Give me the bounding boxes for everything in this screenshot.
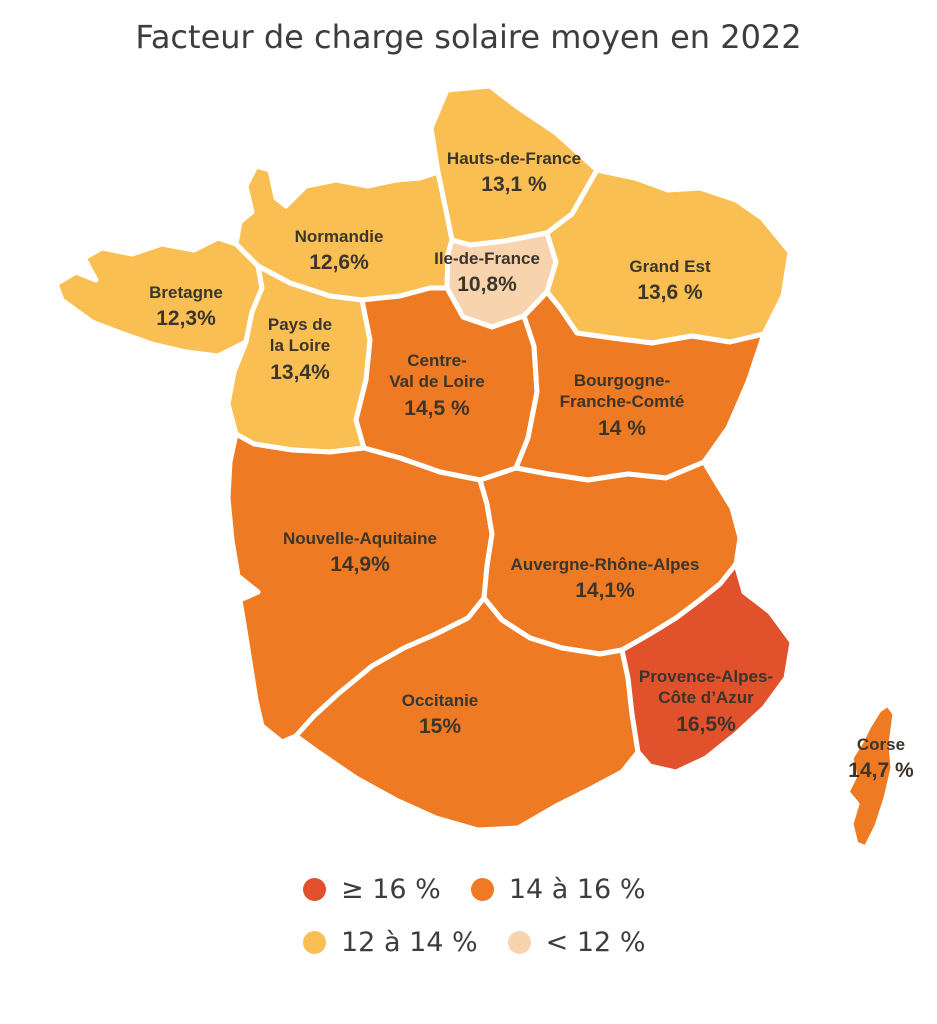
legend-row-2: 12 à 14 % < 12 %: [303, 927, 645, 958]
legend-label: 14 à 16 %: [508, 874, 646, 905]
region-shape-corse: [844, 701, 898, 851]
region-shape-bourgogne-franche-comte: [513, 289, 767, 483]
region-shape-provence-alpes-cote-d-azur: [619, 561, 795, 775]
region-shape-bretagne: [53, 235, 265, 359]
legend: ≥ 16 % 14 à 16 % 12 à 14 % < 12 %: [303, 874, 645, 958]
legend-row-1: ≥ 16 % 14 à 16 %: [303, 874, 645, 905]
region-shape-occitanie: [293, 595, 641, 833]
legend-item-gte-16: ≥ 16 %: [303, 874, 441, 905]
legend-item-lt-12: < 12 %: [507, 927, 646, 958]
legend-item-12-14: 12 à 14 %: [303, 927, 478, 958]
legend-label: 12 à 14 %: [341, 927, 478, 958]
legend-dot-12-14: [303, 931, 326, 954]
legend-dot-lt-12: [507, 931, 531, 954]
chart-title: Facteur de charge solaire moyen en 2022: [135, 18, 802, 56]
legend-dot-14-16: [470, 878, 494, 901]
legend-label: < 12 %: [545, 927, 646, 958]
legend-item-14-16: 14 à 16 %: [470, 874, 646, 905]
legend-label: ≥ 16 %: [341, 874, 441, 905]
legend-dot-gte-16: [303, 878, 326, 901]
region-shape-grand-est: [544, 167, 793, 346]
